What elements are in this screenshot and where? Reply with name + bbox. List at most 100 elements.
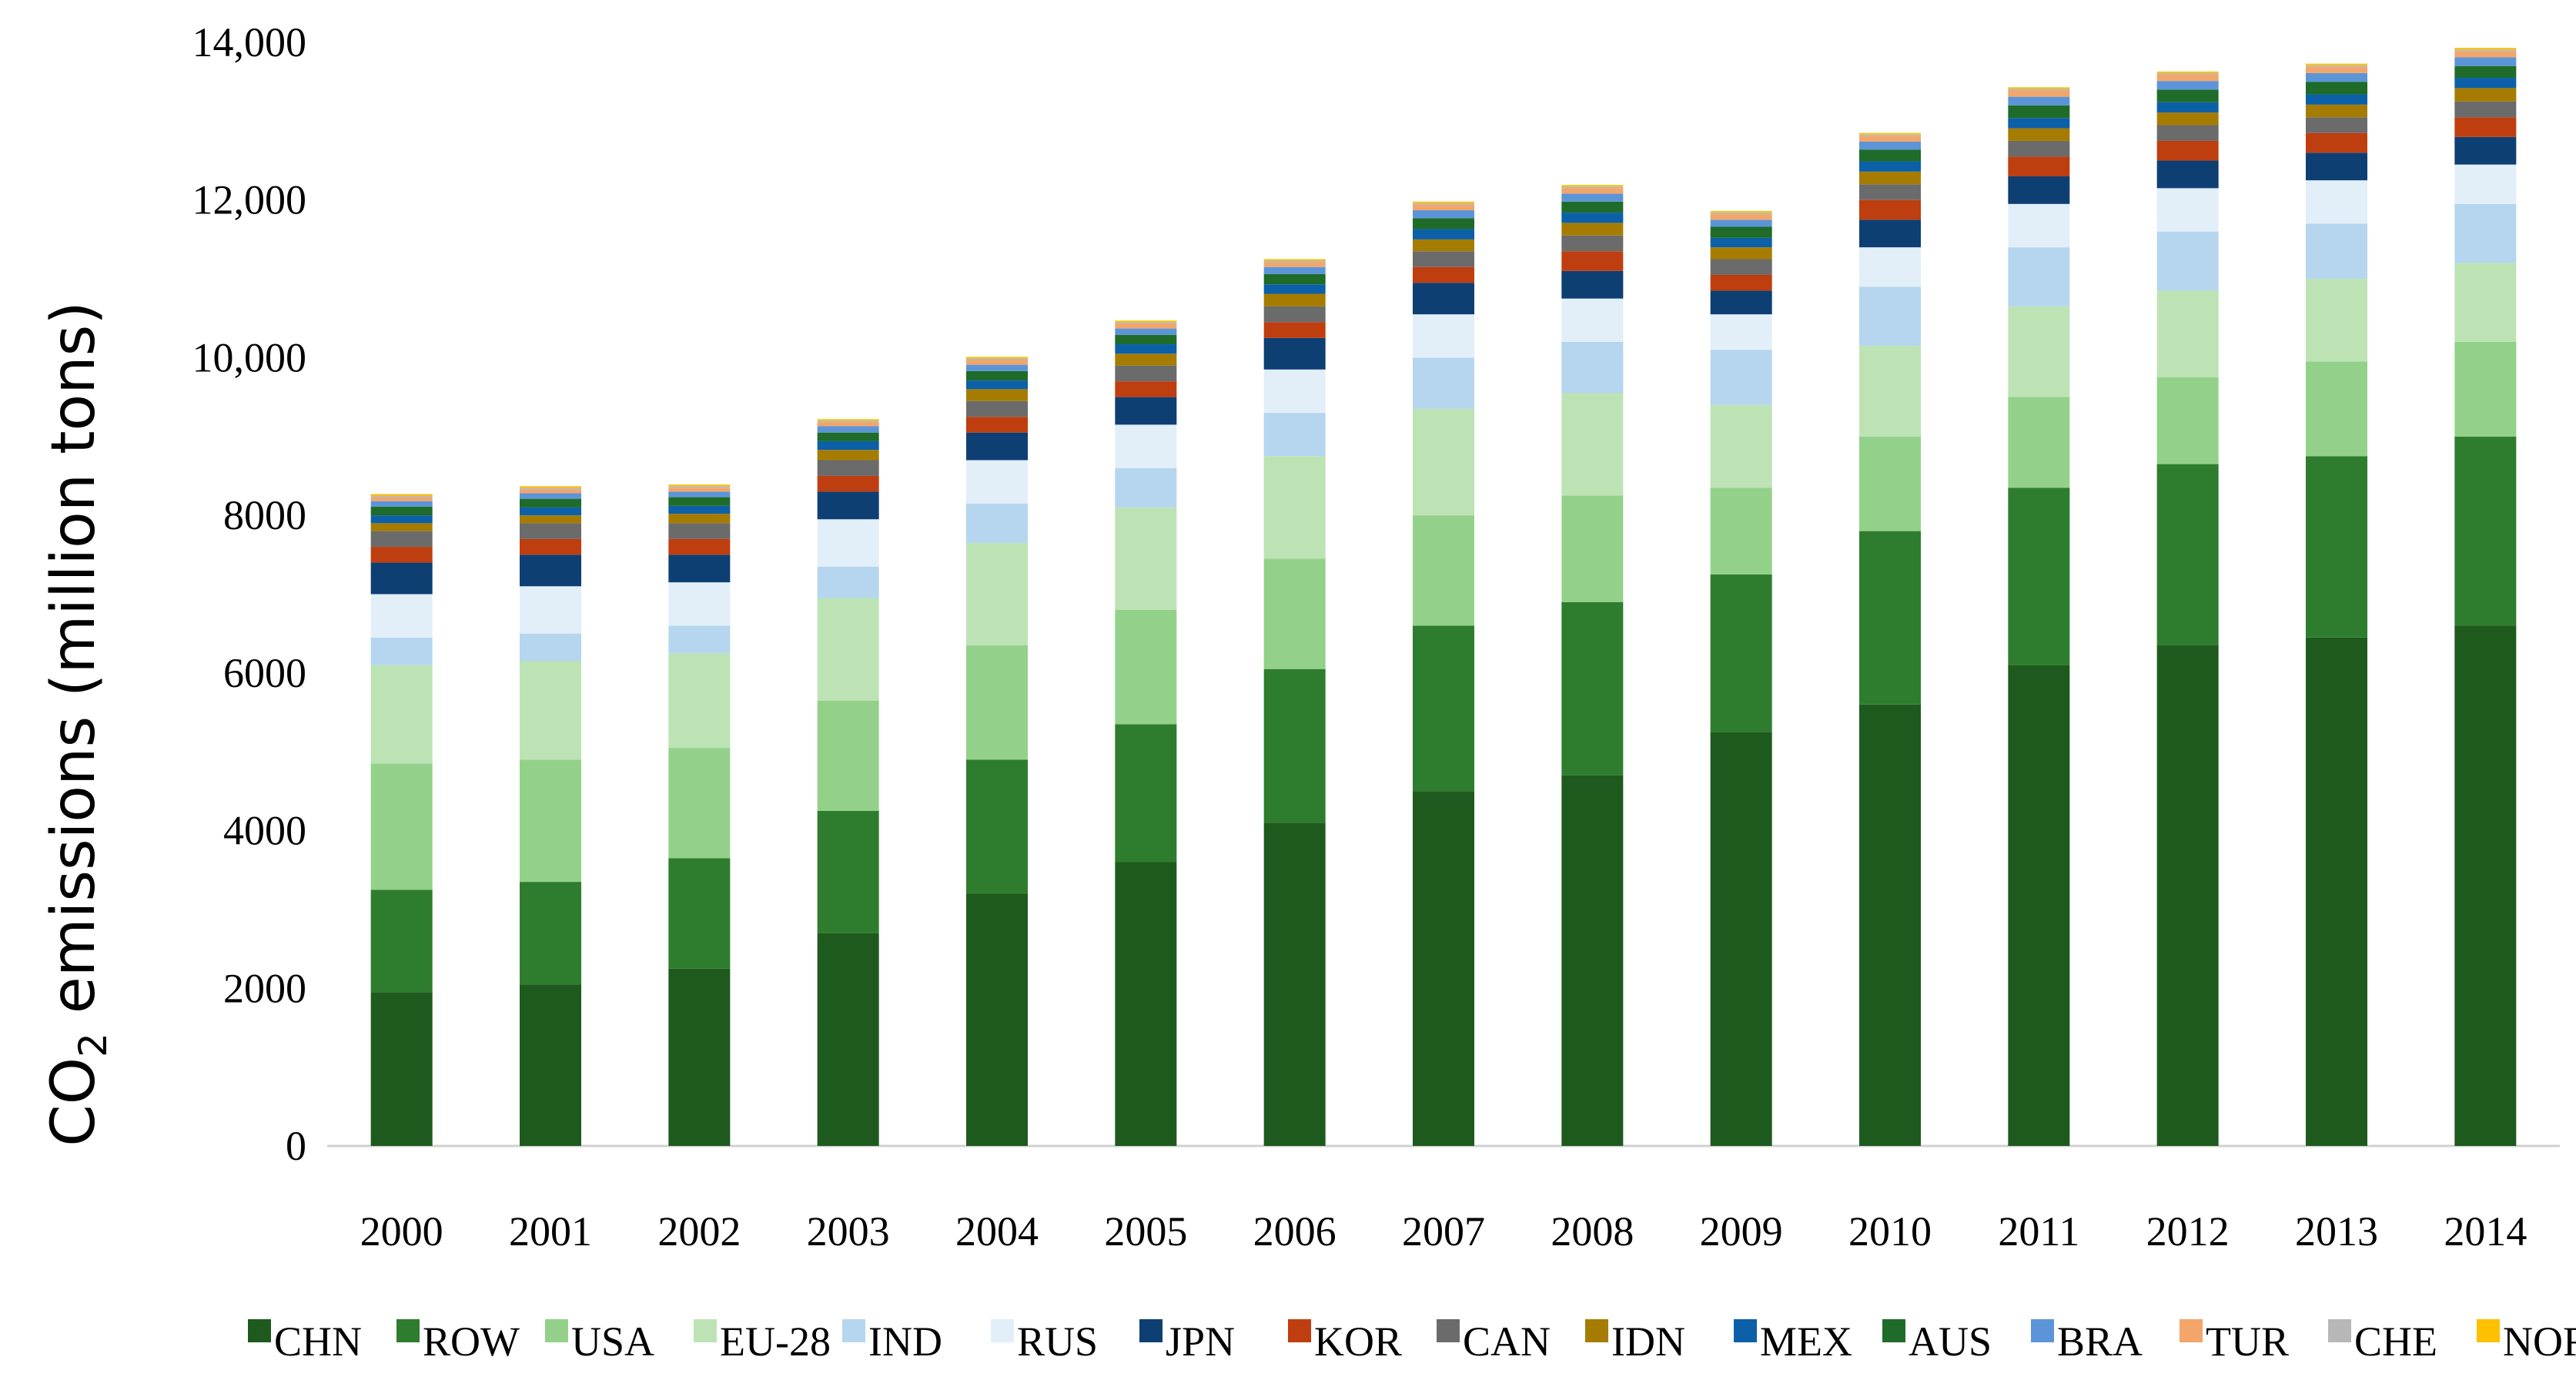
bar-nor-2012	[2156, 71, 2219, 73]
legend-label: IND	[868, 1318, 942, 1365]
x-tick-label: 2007	[1402, 1208, 1485, 1255]
bar-rus-2006	[1263, 369, 1326, 414]
bar-idn-2001	[520, 515, 581, 524]
bar-chn-2014	[2454, 625, 2517, 1146]
bar-aus-2001	[520, 498, 581, 508]
legend-item-usa: USA	[545, 1318, 654, 1365]
bar-idn-2004	[966, 389, 1028, 401]
y-tick-label: 12,000	[192, 177, 307, 223]
legend-item-eu-28: EU-28	[694, 1318, 831, 1365]
bar-stack-2009	[1710, 211, 1772, 1146]
bar-mex-2001	[520, 507, 581, 516]
bar-jpn-2008	[1561, 270, 1624, 299]
bar-row-2007	[1413, 625, 1474, 792]
bar-tur-2008	[1561, 188, 1624, 194]
legend-item-idn: IDN	[1585, 1318, 1685, 1365]
bar-jpn-2005	[1115, 397, 1177, 425]
bar-row-2002	[668, 858, 731, 969]
bar-eu-28-2004	[966, 542, 1028, 646]
bar-kor-2000	[370, 547, 433, 563]
bar-tur-2014	[2454, 51, 2517, 58]
bar-stack-2014	[2454, 48, 2517, 1146]
bar-rus-2004	[966, 460, 1028, 504]
bar-mex-2009	[1710, 237, 1772, 248]
bar-can-2007	[1413, 251, 1474, 267]
legend-item-ind: IND	[842, 1318, 942, 1365]
bar-usa-2007	[1413, 515, 1474, 626]
bar-kor-2014	[2454, 117, 2517, 137]
bar-jpn-2009	[1710, 290, 1772, 315]
bar-eu-28-2000	[370, 665, 433, 764]
legend-item-chn: CHN	[248, 1318, 362, 1365]
bar-nor-2009	[1710, 211, 1772, 213]
bar-ind-2007	[1413, 357, 1474, 409]
bar-stack-2007	[1413, 201, 1474, 1146]
bar-row-2004	[966, 759, 1028, 894]
bar-chn-2006	[1263, 822, 1326, 1146]
legend-swatch	[2328, 1319, 2351, 1342]
bar-bra-2001	[520, 493, 581, 499]
bar-nor-2008	[1561, 185, 1624, 187]
bar-chn-2012	[2156, 645, 2219, 1146]
legend-swatch	[2031, 1319, 2054, 1342]
bar-rus-2007	[1413, 314, 1474, 358]
y-tick-label: 2000	[223, 965, 306, 1011]
bar-idn-2013	[2306, 104, 2367, 118]
bar-aus-2004	[966, 370, 1028, 381]
bar-aus-2012	[2156, 89, 2219, 102]
y-tick-label: 8000	[223, 492, 306, 538]
bar-kor-2012	[2156, 140, 2219, 161]
bar-eu-28-2002	[668, 653, 731, 749]
bar-mex-2000	[370, 515, 433, 524]
bar-che-2005	[1115, 322, 1177, 324]
bar-che-2001	[520, 487, 581, 490]
bar-eu-28-2009	[1710, 404, 1772, 488]
legend-label: MEX	[1760, 1318, 1852, 1365]
bar-ind-2011	[2008, 247, 2070, 307]
bar-bra-2009	[1710, 219, 1772, 227]
bar-idn-2014	[2454, 88, 2517, 102]
bar-tur-2009	[1710, 214, 1772, 220]
bar-chn-2003	[817, 933, 879, 1146]
bar-eu-28-2010	[1859, 346, 1921, 437]
bar-ind-2014	[2454, 203, 2517, 263]
legend-item-tur: TUR	[2180, 1318, 2289, 1365]
y-axis-label-subscript: 2	[71, 1033, 115, 1057]
legend-swatch	[2477, 1319, 2500, 1342]
bar-chn-2005	[1115, 862, 1177, 1146]
bar-bra-2010	[1859, 141, 1921, 150]
legend-label: CHE	[2354, 1318, 2437, 1365]
legend-label: BRA	[2057, 1318, 2143, 1365]
bar-bra-2006	[1263, 266, 1326, 274]
legend-label: EU-28	[720, 1318, 831, 1365]
bar-aus-2000	[370, 506, 433, 516]
x-tick-label: 2013	[2295, 1208, 2378, 1255]
bar-kor-2005	[1115, 381, 1177, 397]
bar-can-2000	[370, 531, 433, 548]
bar-idn-2008	[1561, 223, 1624, 236]
legend-item-row: ROW	[396, 1318, 520, 1365]
bar-row-2014	[2454, 436, 2517, 626]
bar-kor-2010	[1859, 199, 1921, 220]
bar-aus-2013	[2306, 82, 2367, 95]
legend-item-kor: KOR	[1288, 1318, 1402, 1365]
bar-idn-2011	[2008, 128, 2070, 141]
y-axis-ticks: 0 2000 4000 6000 8000 10,000 12,000 14,000	[192, 19, 307, 1169]
bar-usa-2011	[2008, 397, 2070, 488]
bar-che-2013	[2306, 65, 2367, 67]
x-tick-label: 2005	[1104, 1208, 1187, 1255]
bar-jpn-2002	[668, 554, 731, 583]
bar-stack-2000	[370, 494, 433, 1146]
bar-bra-2007	[1413, 210, 1474, 219]
bar-eu-28-2014	[2454, 263, 2517, 342]
bar-stack-2008	[1561, 185, 1624, 1146]
legend-item-bra: BRA	[2031, 1318, 2143, 1365]
bar-aus-2002	[668, 497, 731, 506]
bar-eu-28-2013	[2306, 279, 2367, 362]
bar-ind-2009	[1710, 350, 1772, 405]
bar-ind-2003	[817, 566, 879, 598]
bar-eu-28-2008	[1561, 393, 1624, 496]
bar-aus-2010	[1859, 149, 1921, 162]
bar-bra-2002	[668, 491, 731, 497]
legend-label: CHN	[274, 1318, 362, 1365]
